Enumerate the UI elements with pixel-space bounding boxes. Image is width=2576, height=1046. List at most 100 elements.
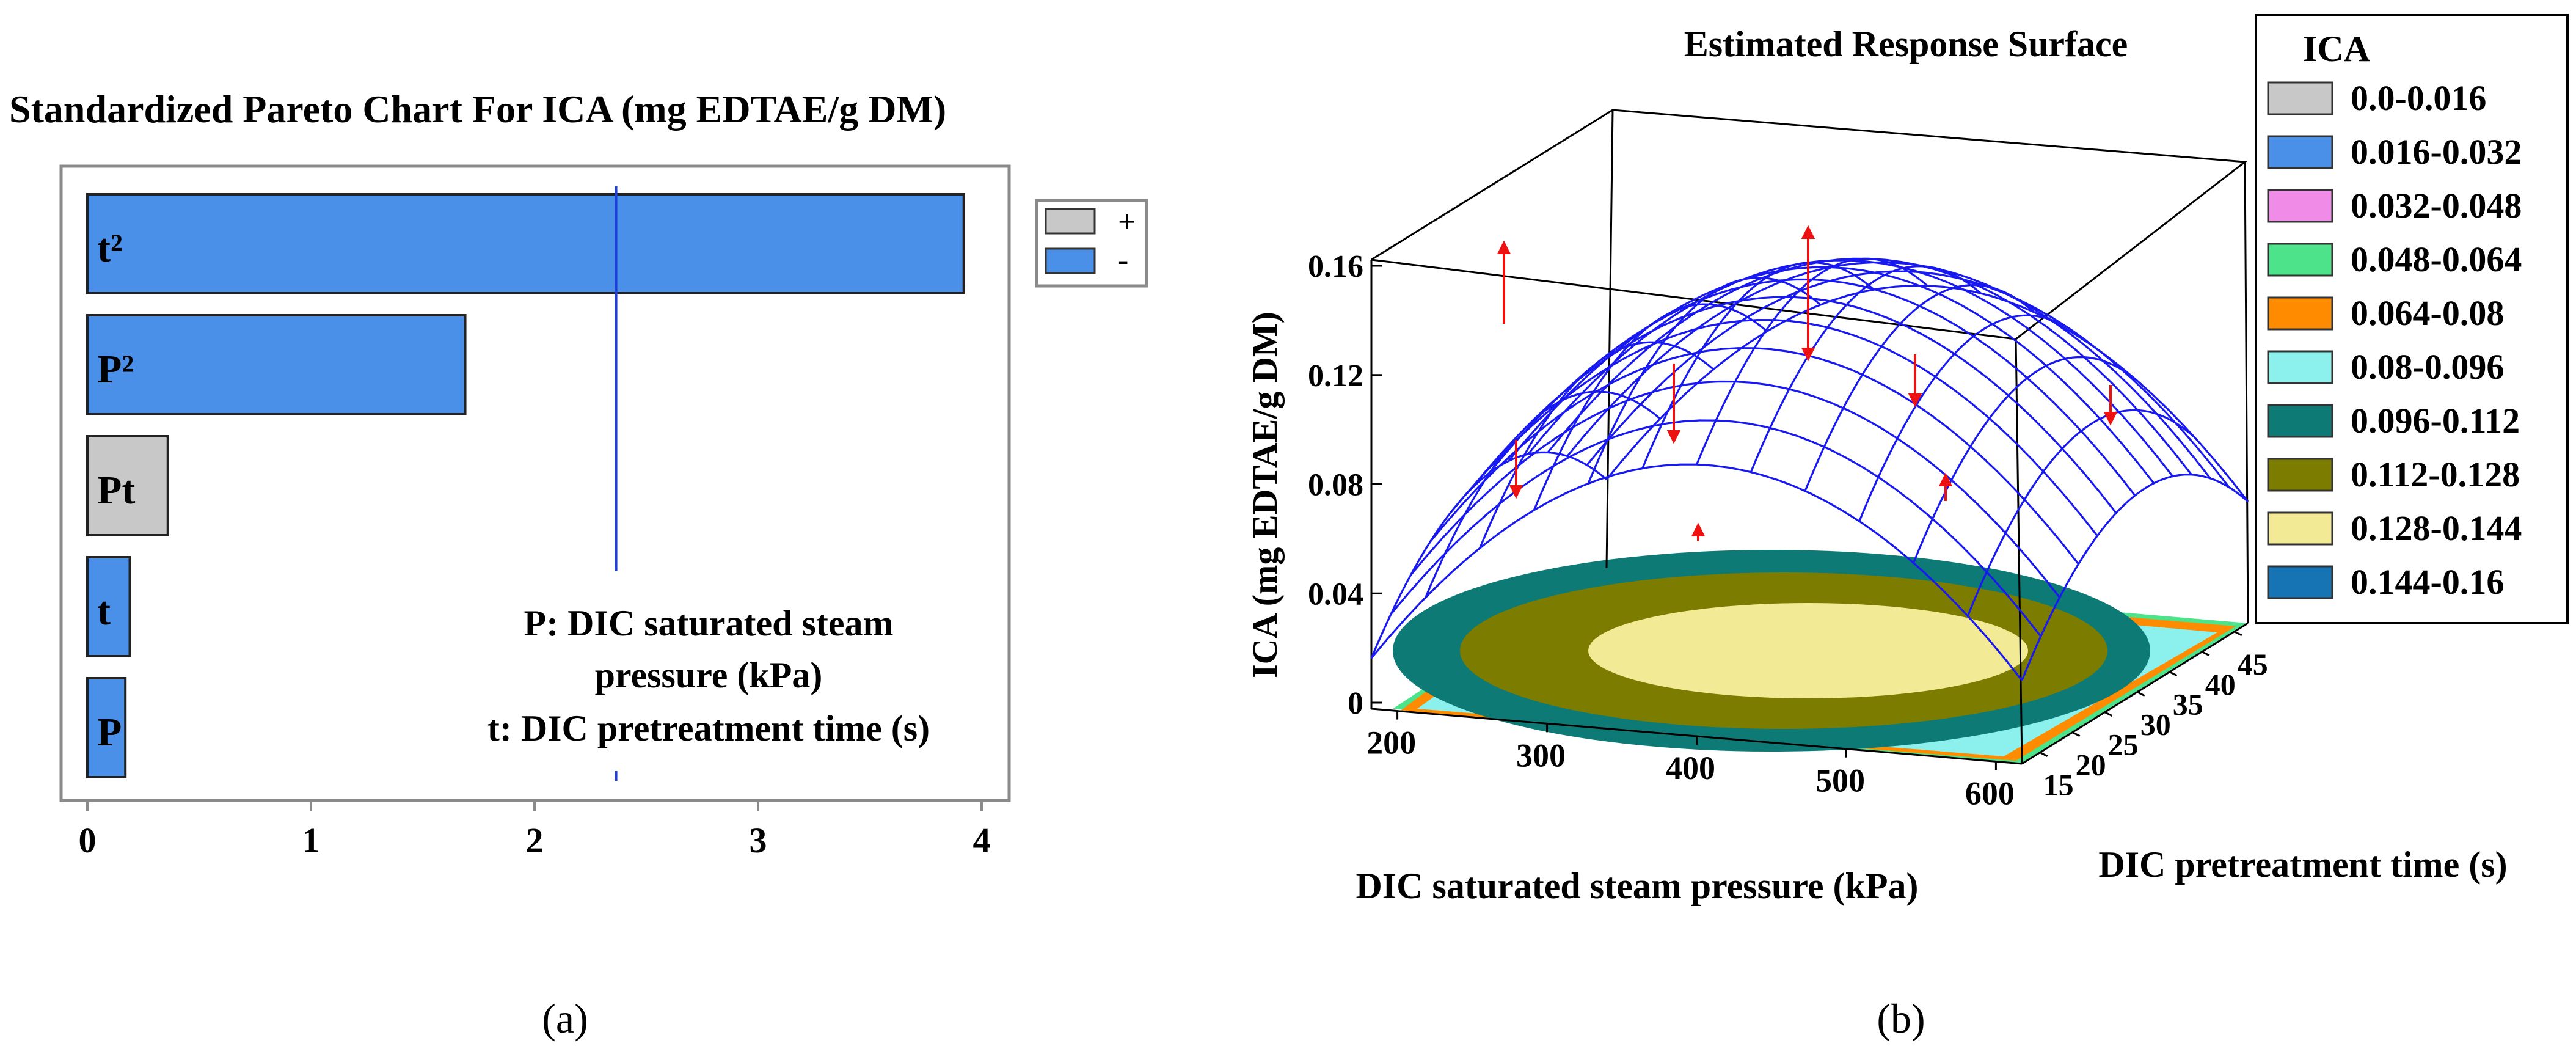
pareto-annotation-line-1: P: DIC saturated steam: [524, 603, 894, 643]
surface-legend: ICA 0.0-0.016 0.016-0.032 0.032-0.048 0.048…: [2255, 14, 2569, 624]
contour-band-yellow: [1588, 603, 2028, 698]
z-tick-label: 0.04: [1308, 577, 1363, 612]
residual-arrowhead: [1938, 472, 1953, 486]
residual-arrows: [1497, 225, 2118, 541]
y-tick-mark: [2137, 691, 2145, 697]
pareto-bar-label: P: [97, 710, 122, 755]
surface-legend-swatch: [2267, 135, 2333, 169]
mesh-line-time: [1966, 409, 2195, 616]
box-back-vertical-right: [2244, 161, 2249, 624]
surface-legend-swatch: [2267, 458, 2333, 492]
y-tick-mark: [2169, 671, 2178, 677]
z-axis-label: ICA (mg EDTAE/g DM): [1245, 312, 1285, 678]
pareto-bars: t² P² Pt t P: [86, 193, 965, 778]
x-tick-label: 200: [1366, 725, 1416, 761]
surface-wireframe-mesh: [1370, 257, 2249, 681]
residual-arrowhead: [1908, 393, 1922, 408]
surface-legend-label: 0.016-0.032: [2351, 132, 2522, 172]
y-tick-label: 25: [2108, 728, 2139, 762]
mesh-line-pressure: [1429, 347, 2079, 565]
mesh-line-pressure: [1566, 261, 2211, 479]
surface-legend-swatch: [2267, 81, 2333, 115]
surface-legend-label: 0.128-0.144: [2351, 508, 2522, 548]
mesh-line-time: [1858, 314, 2089, 522]
y-tick-label: 30: [2140, 708, 2171, 742]
pareto-title: Standardized Pareto Chart For ICA (mg ED…: [9, 87, 946, 131]
x-tick-label: 300: [1516, 737, 1566, 774]
x-tick-label: 500: [1815, 763, 1865, 799]
y-tick-mark: [2234, 631, 2242, 637]
mesh-line-time: [1479, 341, 1715, 549]
z-tick-label: 0.16: [1308, 249, 1363, 284]
pareto-annotation-line-2: pressure (kPa): [595, 655, 823, 695]
pareto-bar: [86, 193, 965, 294]
residual-arrowhead: [1666, 430, 1681, 444]
y-tick-mark: [2039, 752, 2048, 757]
box-back-vertical-left: [1605, 109, 1614, 569]
surface-legend-swatch: [2267, 404, 2333, 438]
mesh-line-pressure: [1469, 296, 2117, 514]
x-tick-label: 400: [1666, 750, 1715, 786]
pareto-x-tick-label: 2: [526, 821, 544, 860]
pareto-bar: [86, 556, 131, 657]
residual-arrowhead: [1801, 225, 1815, 239]
surface-legend-label: 0.064-0.08: [2351, 293, 2504, 333]
y-tick-mark: [2202, 651, 2210, 657]
pareto-bar: [86, 677, 127, 778]
surface-legend-swatch: [2267, 296, 2333, 331]
surface-legend-label: 0.096-0.112: [2351, 401, 2520, 441]
z-axis: 0 0.04 0.08 0.12 0.16: [1308, 249, 1382, 721]
pareto-x-tick-label: 0: [79, 821, 97, 860]
surface-legend-items: 0.0-0.016 0.016-0.032 0.032-0.048 0.048-0.0…: [2267, 78, 2522, 602]
pareto-legend-swatch-negative: [1045, 247, 1096, 274]
mesh-line-time: [2021, 474, 2249, 681]
z-tick-label: 0: [1348, 686, 1363, 721]
y-tick-label: 20: [2076, 748, 2106, 782]
pareto-legend-label-positive: +: [1118, 205, 1136, 240]
surface-legend-swatch: [2267, 565, 2333, 599]
z-tick-label: 0.12: [1308, 359, 1363, 393]
surface-legend-title: ICA: [2303, 29, 2370, 69]
surface-legend-label: 0.08-0.096: [2351, 347, 2504, 387]
pareto-x-tick-label: 1: [302, 821, 320, 860]
residual-arrowhead: [1509, 485, 1523, 499]
mesh-line-pressure: [1586, 270, 2230, 488]
pareto-x-tick-label: 4: [973, 821, 991, 860]
y-tick-label: 15: [2043, 768, 2074, 802]
pareto-chart: Standardized Pareto Chart For ICA (mg ED…: [9, 87, 1148, 860]
y-tick-mark: [2071, 731, 2081, 737]
residual-arrowhead: [1801, 348, 1815, 362]
x-axis: 200 300 400 500 600: [1366, 711, 2015, 811]
y-tick-label: 35: [2173, 687, 2203, 722]
y-tick-label: 40: [2205, 667, 2236, 701]
box-front-vertical-right: [2015, 338, 2023, 764]
pareto-bar-label: t: [97, 589, 111, 634]
x-tick-label: 600: [1965, 775, 2015, 811]
surface-legend-swatch: [2267, 350, 2333, 384]
y-axis-label: DIC pretreatment time (s): [2098, 844, 2507, 885]
pareto-annotation-line-3: t: DIC pretreatment time (s): [487, 708, 930, 748]
pareto-bar-label: t²: [97, 226, 123, 271]
pareto-legend-label-negative: -: [1118, 243, 1128, 277]
surface-legend-label: 0.112-0.128: [2351, 455, 2520, 494]
response-surface-chart: Estimated Response Surface 0 0.04 0.08 0.12…: [1245, 14, 2569, 906]
y-tick-mark: [2104, 711, 2113, 717]
residual-arrowhead: [1497, 240, 1511, 254]
surface-legend-swatch: [2267, 189, 2333, 223]
surface-legend-label: 0.048-0.064: [2351, 240, 2522, 279]
caption-a: (a): [542, 995, 588, 1042]
surface-legend-label: 0.032-0.048: [2351, 186, 2522, 225]
pareto-x-axis: 0 1 2 3 4: [79, 800, 991, 860]
pareto-x-tick-label: 3: [750, 821, 767, 860]
surface-title: Estimated Response Surface: [1684, 24, 2128, 64]
pareto-legend: + -: [1035, 199, 1148, 288]
surface-legend-label: 0.0-0.016: [2351, 78, 2486, 118]
pareto-bar: [86, 314, 467, 415]
pareto-bar: [86, 435, 169, 536]
pareto-bar-label: P²: [97, 347, 134, 392]
residual-arrowhead: [1691, 522, 1706, 536]
mesh-line-pressure: [1605, 284, 2249, 502]
y-tick-label: 45: [2238, 647, 2268, 681]
surface-legend-swatch: [2267, 243, 2333, 277]
